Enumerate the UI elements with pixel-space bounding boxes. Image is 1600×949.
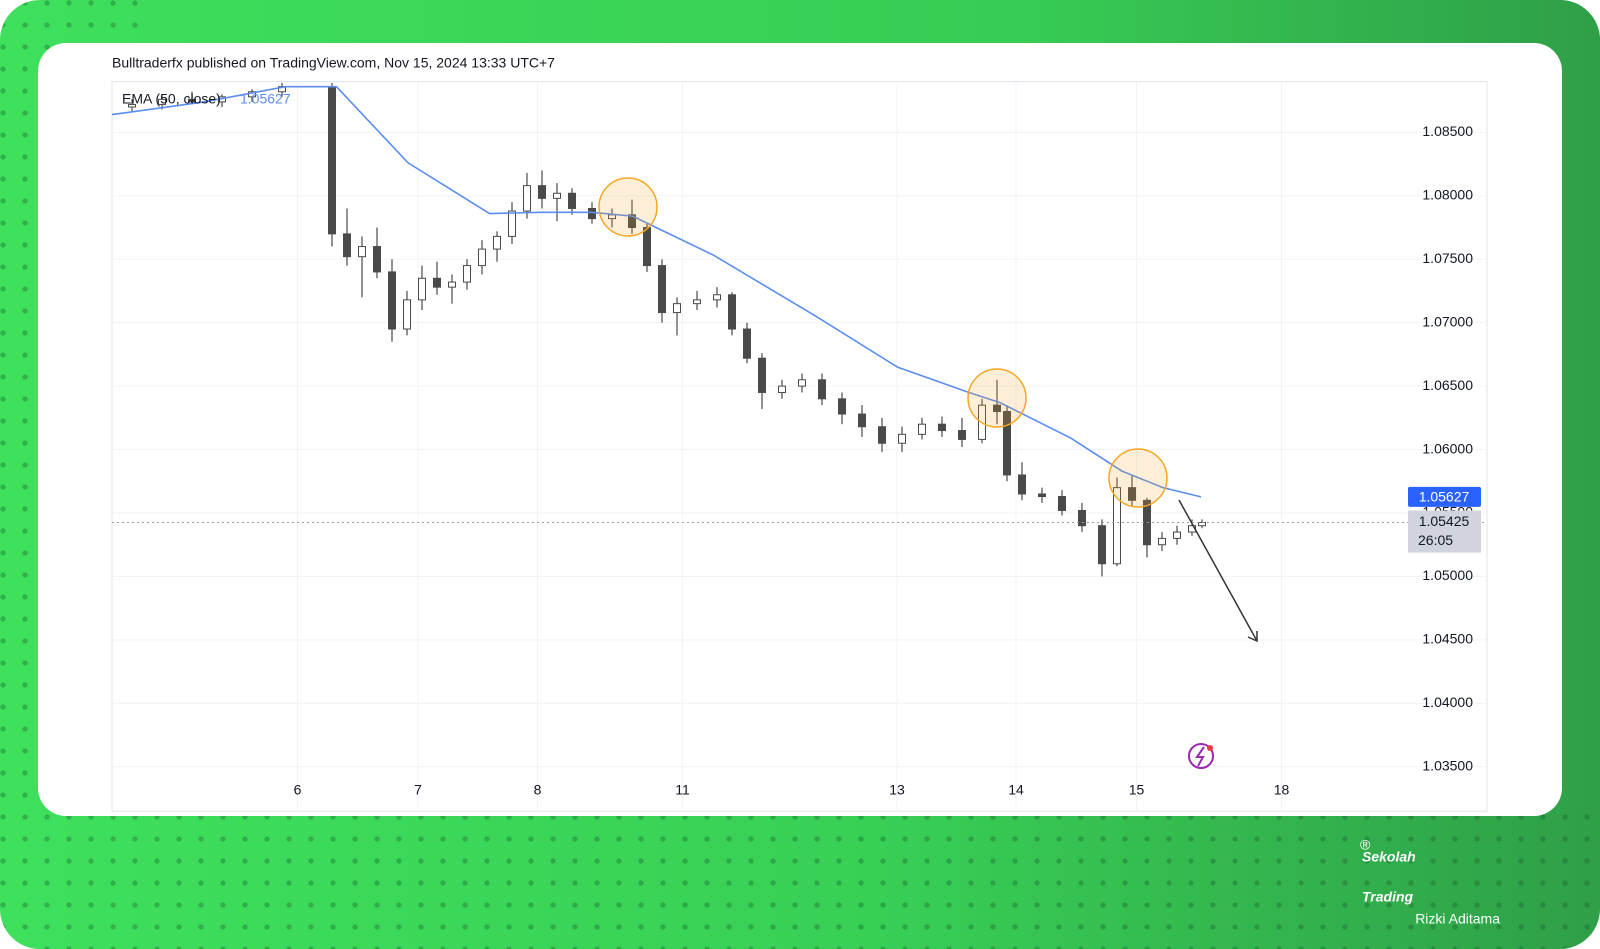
candle-body — [758, 357, 766, 393]
y-tick-label: 1.08500 — [1422, 123, 1473, 139]
x-tick-label: 13 — [889, 782, 905, 798]
y-tick-label: 1.04500 — [1422, 631, 1473, 647]
candle-body — [403, 299, 411, 330]
annotations — [598, 177, 1168, 508]
candle-body — [418, 277, 426, 301]
candle-body — [713, 294, 721, 301]
candle-body — [838, 398, 846, 415]
candle-body — [358, 246, 366, 258]
candle-body — [388, 271, 396, 330]
alert-icon — [1188, 743, 1214, 769]
candle-body — [1038, 493, 1046, 498]
y-tick-label: 1.05000 — [1422, 567, 1473, 583]
candle-body — [158, 98, 166, 105]
candle-body — [188, 98, 196, 103]
candle-body — [538, 185, 546, 199]
ema-line — [111, 85, 1202, 498]
x-tick-label: 7 — [414, 782, 422, 798]
candle-body — [858, 413, 866, 428]
candle-body — [643, 227, 651, 267]
x-tick-label: 15 — [1129, 782, 1145, 798]
y-tick-label: 1.03500 — [1422, 757, 1473, 773]
y-tick-label: 1.04000 — [1422, 694, 1473, 710]
y-tick-label: 1.08000 — [1422, 187, 1473, 203]
candle-body — [628, 214, 636, 229]
y-tick-label: 1.07000 — [1422, 313, 1473, 329]
legend-name: EMA (50, close) — [122, 91, 221, 107]
candle-body — [1078, 509, 1086, 527]
candle-body — [448, 281, 456, 288]
candle-body — [1128, 487, 1136, 501]
candle-body — [658, 265, 666, 314]
candle-body — [1173, 531, 1181, 539]
candle-body — [693, 299, 701, 305]
candle-body — [1158, 537, 1166, 546]
candle-body — [673, 303, 681, 314]
candle-body — [993, 404, 1001, 413]
candle-body — [328, 86, 336, 235]
brand-line1: Sekolah — [1362, 849, 1416, 865]
trend-arrow — [1178, 499, 1258, 643]
candle-body — [958, 430, 966, 440]
candle-body — [568, 192, 576, 209]
price-tag — [1408, 510, 1481, 553]
y-tick-label: 1.06000 — [1422, 440, 1473, 456]
highlight-circle — [967, 368, 1027, 428]
candle-body — [778, 385, 786, 393]
ema-price-label: 1.05627 — [1419, 489, 1470, 505]
y-tick-label: 1.07500 — [1422, 250, 1473, 266]
candle-body — [1018, 474, 1026, 495]
highlight-circle — [598, 177, 658, 237]
candle-body — [728, 294, 736, 330]
candle-body — [493, 235, 501, 250]
candle-body — [1113, 487, 1121, 565]
candle-body — [938, 423, 946, 432]
plot-border — [111, 81, 1488, 812]
x-tick-label: 11 — [675, 782, 690, 798]
x-tick-label: 6 — [294, 782, 302, 798]
candle-body — [553, 192, 561, 199]
ema-price-tag — [1408, 486, 1481, 507]
legend-value: 1.05627 — [240, 91, 291, 107]
x-tick-label: 14 — [1008, 782, 1024, 798]
brand-mark: ® — [1360, 837, 1371, 853]
brand-author: Rizki Aditama — [1415, 911, 1500, 927]
candle-body — [743, 328, 751, 359]
candle-body — [798, 379, 806, 387]
publish-header: Bulltraderfx published on TradingView.co… — [112, 55, 555, 71]
x-tick-label: 8 — [534, 782, 542, 798]
candle-body — [373, 246, 381, 273]
brand-line2: Trading — [1362, 889, 1414, 905]
candle-body — [1003, 411, 1011, 476]
price-label: 1.05425 — [1419, 513, 1470, 529]
x-tick-label: 18 — [1274, 782, 1290, 798]
candle-body — [128, 103, 136, 108]
candle-body — [818, 379, 826, 400]
candle-body — [478, 248, 486, 267]
candle-body — [1098, 525, 1106, 565]
y-tick-label: 1.06500 — [1422, 377, 1473, 393]
chart-card — [38, 43, 1562, 816]
candle-body — [433, 277, 441, 288]
candle-body — [918, 423, 926, 435]
candle-body — [1058, 496, 1066, 511]
candle-body — [898, 433, 906, 444]
candle-body — [463, 265, 471, 283]
highlight-circle — [1108, 448, 1168, 508]
candle-body — [508, 210, 516, 237]
candle-body — [588, 207, 596, 220]
candle-body — [523, 185, 531, 212]
candle-body — [343, 233, 351, 258]
candle-body — [878, 426, 886, 444]
countdown-label: 26:05 — [1418, 532, 1453, 548]
